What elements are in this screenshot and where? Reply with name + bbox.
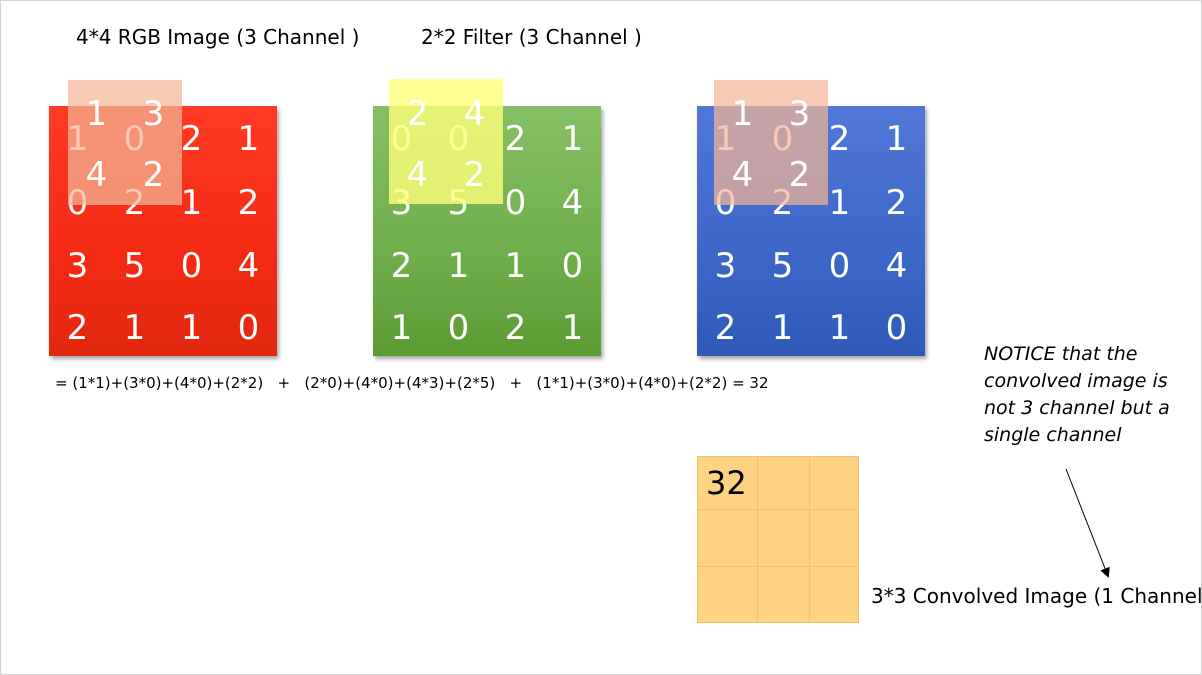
output-caption: 3*3 Convolved Image (1 Channel ): [871, 584, 1202, 608]
